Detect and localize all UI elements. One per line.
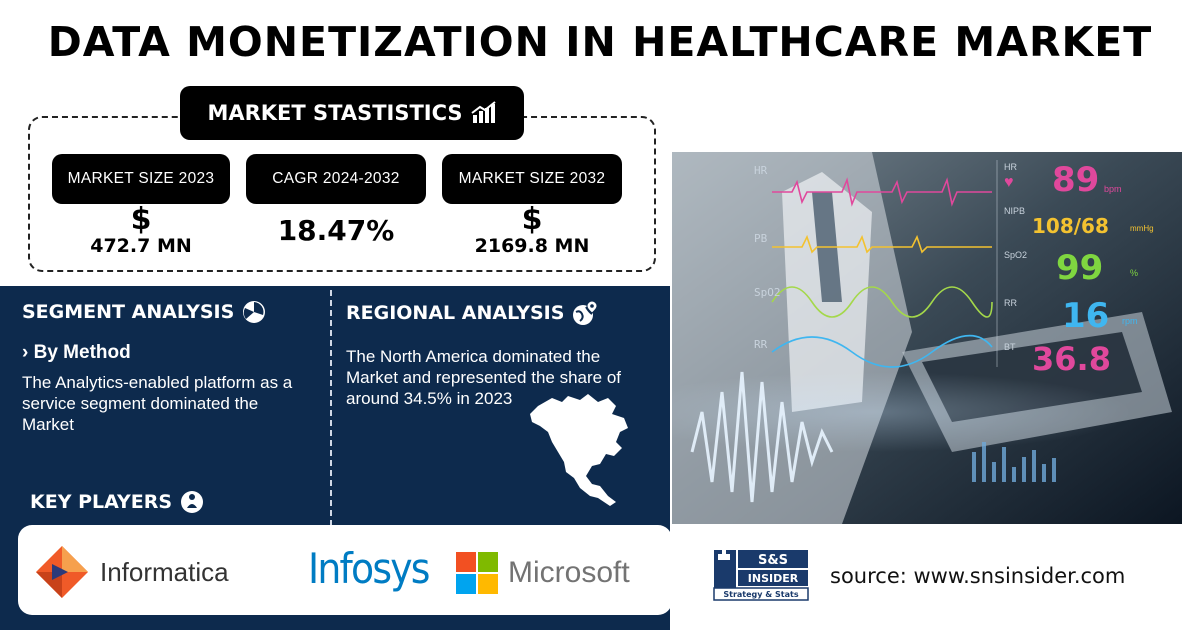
growth-chart-icon bbox=[470, 101, 496, 123]
informatica-name: Informatica bbox=[100, 556, 229, 587]
sns-insider-badge: S&S INSIDER Strategy & Stats bbox=[712, 546, 810, 602]
segment-subtitle: › By Method bbox=[22, 342, 131, 363]
svg-text:HR: HR bbox=[754, 164, 768, 177]
infosys-logo: Infosys bbox=[308, 544, 442, 593]
stat-value-market-size-2032: $ 2169.8 MN bbox=[442, 202, 622, 258]
monitor-labels: HR PB SpO2 RR bbox=[754, 164, 781, 351]
monitor-label-hr: HR PB SpO2 RR bbox=[754, 164, 784, 379]
vital-label: RR bbox=[1004, 298, 1017, 308]
vital-hr: HR ♥ 89 bpm bbox=[1004, 160, 1174, 204]
vital-rr: RR 16 rpm bbox=[1004, 296, 1174, 340]
globe-pin-icon bbox=[573, 300, 598, 325]
healthcare-monitor-image: HR PB SpO2 RR HR ♥ 89 bpm NIPB 108/68 mm… bbox=[672, 152, 1182, 524]
sns-insider-logo: S&S INSIDER Strategy & Stats bbox=[712, 546, 810, 602]
vital-unit: rpm bbox=[1122, 316, 1138, 326]
segment-analysis-heading: SEGMENT ANALYSIS bbox=[22, 300, 266, 324]
key-players-panel bbox=[18, 525, 672, 615]
vital-value: 36.8 bbox=[1032, 340, 1111, 378]
monitor-illustration bbox=[672, 152, 1182, 524]
source-text: source: www.snsinsider.com bbox=[830, 564, 1126, 588]
stat-amount: 472.7 MN bbox=[90, 235, 192, 257]
vital-value: 99 bbox=[1056, 248, 1104, 288]
svg-text:SpO2: SpO2 bbox=[754, 286, 781, 299]
svg-text:RR: RR bbox=[754, 338, 768, 351]
vital-nipb: NIPB 108/68 mmHg bbox=[1004, 204, 1174, 248]
regional-analysis-title: REGIONAL ANALYSIS bbox=[346, 302, 565, 324]
stat-label-market-size-2032: MARKET SIZE 2032 bbox=[442, 154, 622, 204]
heart-icon: ♥ bbox=[1004, 174, 1014, 191]
stat-value-market-size-2023: $ 472.7 MN bbox=[52, 202, 230, 258]
vital-readings: HR ♥ 89 bpm NIPB 108/68 mmHg SpO2 99 % R… bbox=[1004, 160, 1174, 380]
brand-line3: Strategy & Stats bbox=[723, 590, 798, 599]
key-players-title: KEY PLAYERS bbox=[30, 491, 173, 513]
player-icon bbox=[181, 491, 204, 513]
brand-line1: S&S bbox=[758, 553, 788, 568]
stat-label-market-size-2023: MARKET SIZE 2023 bbox=[52, 154, 230, 204]
key-players-heading: KEY PLAYERS bbox=[30, 490, 204, 514]
segment-text: The Analytics-enabled platform as a serv… bbox=[22, 373, 293, 434]
north-america-map bbox=[530, 394, 628, 506]
stat-amount: 18.47% bbox=[277, 214, 395, 247]
informatica-diamond-icon bbox=[36, 546, 88, 598]
vital-label: NIPB bbox=[1004, 206, 1026, 216]
vital-value: 89 bbox=[1052, 160, 1100, 200]
vital-label: BT bbox=[1004, 342, 1016, 352]
vital-label: HR bbox=[1004, 162, 1017, 172]
vital-spo2: SpO2 99 % bbox=[1004, 248, 1174, 296]
regional-analysis-heading: REGIONAL ANALYSIS bbox=[346, 300, 598, 326]
vital-label: SpO2 bbox=[1004, 250, 1028, 260]
segment-icon bbox=[243, 301, 266, 323]
stat-value-cagr: 18.47% bbox=[246, 214, 426, 247]
market-statistics-title: MARKET STASTISTICS bbox=[207, 101, 463, 125]
divider bbox=[330, 290, 332, 526]
vital-unit: bpm bbox=[1104, 184, 1122, 194]
vital-unit: mmHg bbox=[1130, 224, 1154, 233]
regional-text: The North America dominated the Market a… bbox=[346, 347, 621, 408]
vital-unit: % bbox=[1130, 268, 1139, 278]
dollar-symbol: $ bbox=[521, 202, 543, 237]
dollar-symbol: $ bbox=[130, 202, 152, 237]
brand-line2: INSIDER bbox=[748, 572, 799, 585]
market-statistics-header: MARKET STASTISTICS bbox=[180, 86, 524, 140]
informatica-logo: Informatica bbox=[34, 544, 229, 600]
stat-amount: 2169.8 MN bbox=[474, 235, 590, 257]
svg-text:PB: PB bbox=[754, 232, 768, 245]
microsoft-squares-icon bbox=[456, 552, 498, 594]
segment-analysis-title: SEGMENT ANALYSIS bbox=[22, 301, 235, 323]
vital-bt: BT 36.8 bbox=[1004, 340, 1174, 380]
microsoft-logo: Microsoft bbox=[456, 552, 630, 594]
vital-value: 16 bbox=[1062, 296, 1110, 336]
vital-value: 108/68 bbox=[1032, 214, 1109, 238]
main-title: DATA MONETIZATION IN HEALTHCARE MARKET bbox=[47, 18, 1153, 66]
infosys-name: Infosys bbox=[308, 544, 430, 593]
stat-label-cagr: CAGR 2024-2032 bbox=[246, 154, 426, 204]
microsoft-name: Microsoft bbox=[508, 556, 630, 589]
